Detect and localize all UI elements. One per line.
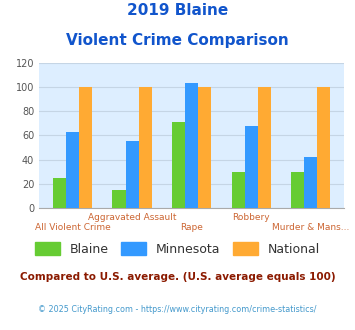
Bar	[139, 87, 152, 208]
Text: Rape: Rape	[180, 223, 203, 232]
Bar	[291, 172, 304, 208]
Bar	[53, 178, 66, 208]
Text: Violent Crime Comparison: Violent Crime Comparison	[66, 33, 289, 48]
Bar	[113, 190, 126, 208]
Bar	[245, 126, 258, 208]
Bar	[172, 122, 185, 208]
Bar	[66, 132, 79, 208]
Bar	[198, 87, 211, 208]
Bar	[231, 172, 245, 208]
Bar	[185, 83, 198, 208]
Bar	[79, 87, 92, 208]
Text: © 2025 CityRating.com - https://www.cityrating.com/crime-statistics/: © 2025 CityRating.com - https://www.city…	[38, 305, 317, 314]
Bar	[304, 157, 317, 208]
Bar	[317, 87, 331, 208]
Text: Aggravated Assault: Aggravated Assault	[88, 213, 176, 222]
Text: All Violent Crime: All Violent Crime	[35, 223, 110, 232]
Bar	[258, 87, 271, 208]
Bar	[126, 141, 139, 208]
Text: Robbery: Robbery	[233, 213, 270, 222]
Text: 2019 Blaine: 2019 Blaine	[127, 3, 228, 18]
Text: Compared to U.S. average. (U.S. average equals 100): Compared to U.S. average. (U.S. average …	[20, 272, 335, 282]
Legend: Blaine, Minnesota, National: Blaine, Minnesota, National	[29, 237, 326, 261]
Text: Murder & Mans...: Murder & Mans...	[272, 223, 350, 232]
